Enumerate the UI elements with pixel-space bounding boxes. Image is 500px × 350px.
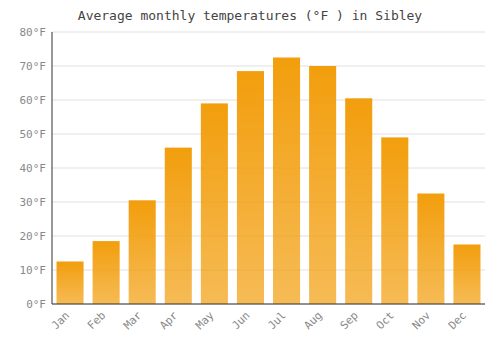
grid <box>52 32 485 304</box>
bar <box>381 137 408 304</box>
x-tick-label: Mar <box>121 309 145 333</box>
bar <box>57 262 84 305</box>
bars <box>57 58 481 305</box>
bar <box>453 245 480 305</box>
x-tick-label: Jan <box>49 309 72 332</box>
bar <box>165 148 192 304</box>
bar <box>237 71 264 304</box>
y-tick-label: 80°F <box>20 26 47 39</box>
x-tick-label: Jul <box>265 309 288 332</box>
x-tick-label: Dec <box>446 309 469 332</box>
grid-line <box>52 168 485 169</box>
x-tick-label: Feb <box>85 309 108 332</box>
x-tick-label: Nov <box>410 309 434 333</box>
y-axis <box>52 32 53 304</box>
bar <box>309 66 336 304</box>
grid-line <box>52 66 485 67</box>
x-axis <box>52 304 485 305</box>
chart: Average monthly temperatures (°F ) in Si… <box>0 0 500 350</box>
bar <box>201 103 228 304</box>
grid-line <box>52 134 485 135</box>
bar <box>129 200 156 304</box>
y-tick-label: 40°F <box>20 162 47 175</box>
grid-line <box>52 32 485 33</box>
title: Average monthly temperatures (°F ) in Si… <box>78 8 423 23</box>
y-tick-label: 0°F <box>26 298 46 311</box>
x-tick-label: May <box>193 309 217 333</box>
grid-line <box>52 304 485 305</box>
x-tick-label: Oct <box>374 309 397 332</box>
bar <box>345 98 372 304</box>
x-tick-label: Jun <box>229 309 252 332</box>
x-tick-label: Aug <box>302 309 325 332</box>
x-tick-label: Apr <box>157 309 181 333</box>
bar <box>93 241 120 304</box>
x-tick-label: Sep <box>338 309 361 332</box>
y-tick-label: 70°F <box>20 60 47 73</box>
y-tick-label: 20°F <box>20 230 47 243</box>
y-tick-label: 30°F <box>20 196 47 209</box>
y-tick-label: 10°F <box>20 264 47 277</box>
bar <box>417 194 444 305</box>
bar <box>273 58 300 305</box>
y-tick-label: 50°F <box>20 128 47 141</box>
grid-line <box>52 100 485 101</box>
y-tick-label: 60°F <box>20 94 47 107</box>
